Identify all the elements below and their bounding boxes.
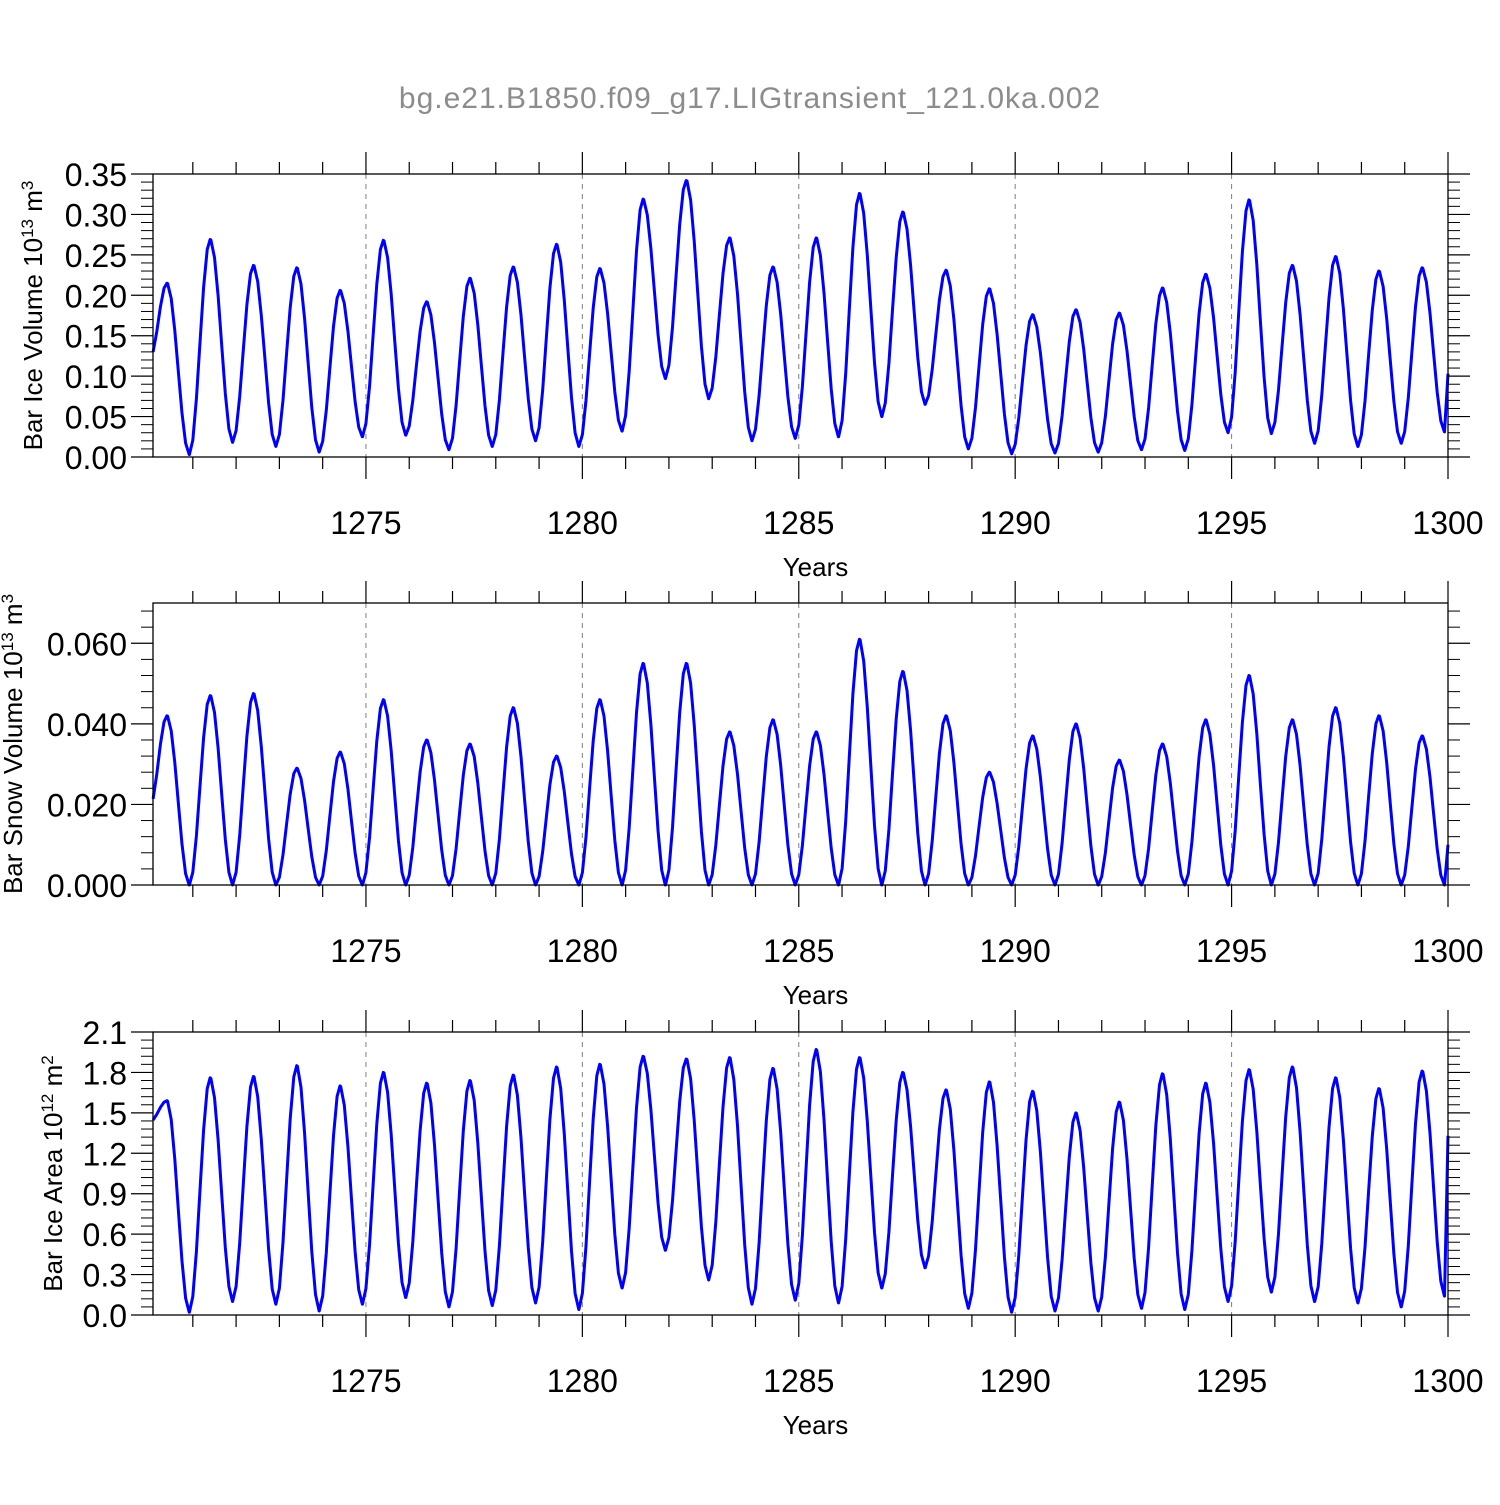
x-tick-label: 1275 xyxy=(330,933,401,969)
y-tick-label: 0.30 xyxy=(65,197,127,233)
x-tick-label: 1280 xyxy=(547,1363,618,1399)
y-axis-label: Bar Snow Volume 1013 m3 xyxy=(0,594,28,894)
x-tick-label: 1280 xyxy=(547,505,618,541)
x-tick-label: 1290 xyxy=(980,933,1051,969)
y-tick-label: 0.000 xyxy=(47,868,127,904)
x-tick-label: 1290 xyxy=(980,1363,1051,1399)
y-tick-label: 0.9 xyxy=(83,1177,127,1213)
x-tick-label: 1295 xyxy=(1196,505,1267,541)
series-line-3 xyxy=(151,1048,1450,1314)
y-axis-label-part: Bar Snow Volume 10 xyxy=(0,651,28,894)
y-axis-label-superscript: 13 xyxy=(18,219,37,238)
y-axis-label: Bar Ice Area 1012 m2 xyxy=(38,1055,68,1292)
y-tick-label: 0.00 xyxy=(65,440,127,476)
y-tick-label: 0.060 xyxy=(47,626,127,662)
y-tick-label: 0.05 xyxy=(65,400,127,436)
y-axis-label-superscript: 2 xyxy=(38,1055,57,1064)
y-tick-label: 0.35 xyxy=(65,157,127,193)
x-tick-label: 1285 xyxy=(763,505,834,541)
y-axis-label-part: m xyxy=(18,190,48,219)
y-tick-label: 1.2 xyxy=(83,1136,127,1172)
x-tick-label: 1300 xyxy=(1412,505,1483,541)
y-tick-label: 2.1 xyxy=(83,1015,127,1051)
x-tick-label: 1275 xyxy=(330,1363,401,1399)
series-line-1 xyxy=(151,179,1450,457)
y-axis-label: Bar Ice Volume 1013 m3 xyxy=(18,181,48,451)
x-axis-label: Years xyxy=(783,1410,849,1440)
x-axis-label: Years xyxy=(783,980,849,1010)
chart-panel-1: 1275 1280 1285 1290 1295 1300 Years 0.00 0.05 0.1… xyxy=(18,152,1484,582)
figure-title: bg.e21.B1850.f09_g17.LIGtransient_121.0k… xyxy=(398,82,1102,115)
y-tick-label: 0.0 xyxy=(83,1298,127,1334)
x-tick-label: 1290 xyxy=(980,505,1051,541)
y-axis-label-superscript: 3 xyxy=(18,181,37,190)
x-tick-label: 1295 xyxy=(1196,933,1267,969)
plot-frame xyxy=(152,173,1449,458)
x-tick-label: 1300 xyxy=(1412,1363,1483,1399)
plot-frame xyxy=(152,1031,1449,1316)
y-tick-label: 0.040 xyxy=(47,707,127,743)
x-tick-label: 1300 xyxy=(1412,933,1483,969)
y-tick-label: 0.20 xyxy=(65,278,127,314)
x-tick-label: 1295 xyxy=(1196,1363,1267,1399)
y-axis-label-part: m xyxy=(0,603,28,632)
x-axis-label: Years xyxy=(783,552,849,582)
y-tick-label: 1.8 xyxy=(83,1055,127,1091)
y-tick-label: 0.3 xyxy=(83,1258,127,1294)
y-axis-label-part: m xyxy=(38,1065,68,1094)
y-axis-label-superscript: 12 xyxy=(38,1094,57,1113)
y-tick-label: 0.25 xyxy=(65,238,127,274)
y-axis-label-superscript: 13 xyxy=(0,632,17,651)
y-tick-label: 0.10 xyxy=(65,359,127,395)
chart-panel-3: 1275 1280 1285 1290 1295 1300 Years 0.0 0.3 0.6 0.… xyxy=(38,1010,1484,1440)
y-axis-label-superscript: 3 xyxy=(0,594,17,603)
y-tick-label: 0.6 xyxy=(83,1217,127,1253)
x-tick-label: 1280 xyxy=(547,933,618,969)
y-tick-label: 1.5 xyxy=(83,1096,127,1132)
plot-frame xyxy=(152,602,1449,886)
x-tick-label: 1285 xyxy=(763,1363,834,1399)
x-tick-label: 1275 xyxy=(330,505,401,541)
y-axis-label-part: Bar Ice Volume 10 xyxy=(18,238,48,450)
y-axis-label-part: Bar Ice Area 10 xyxy=(38,1113,68,1292)
series-line-2 xyxy=(151,637,1450,887)
y-tick-label: 0.15 xyxy=(65,319,127,355)
chart-panel-2: 1275 1280 1285 1290 1295 1300 Years 0.000 0.020 0… xyxy=(0,581,1484,1010)
x-tick-label: 1285 xyxy=(763,933,834,969)
y-tick-label: 0.020 xyxy=(47,787,127,823)
